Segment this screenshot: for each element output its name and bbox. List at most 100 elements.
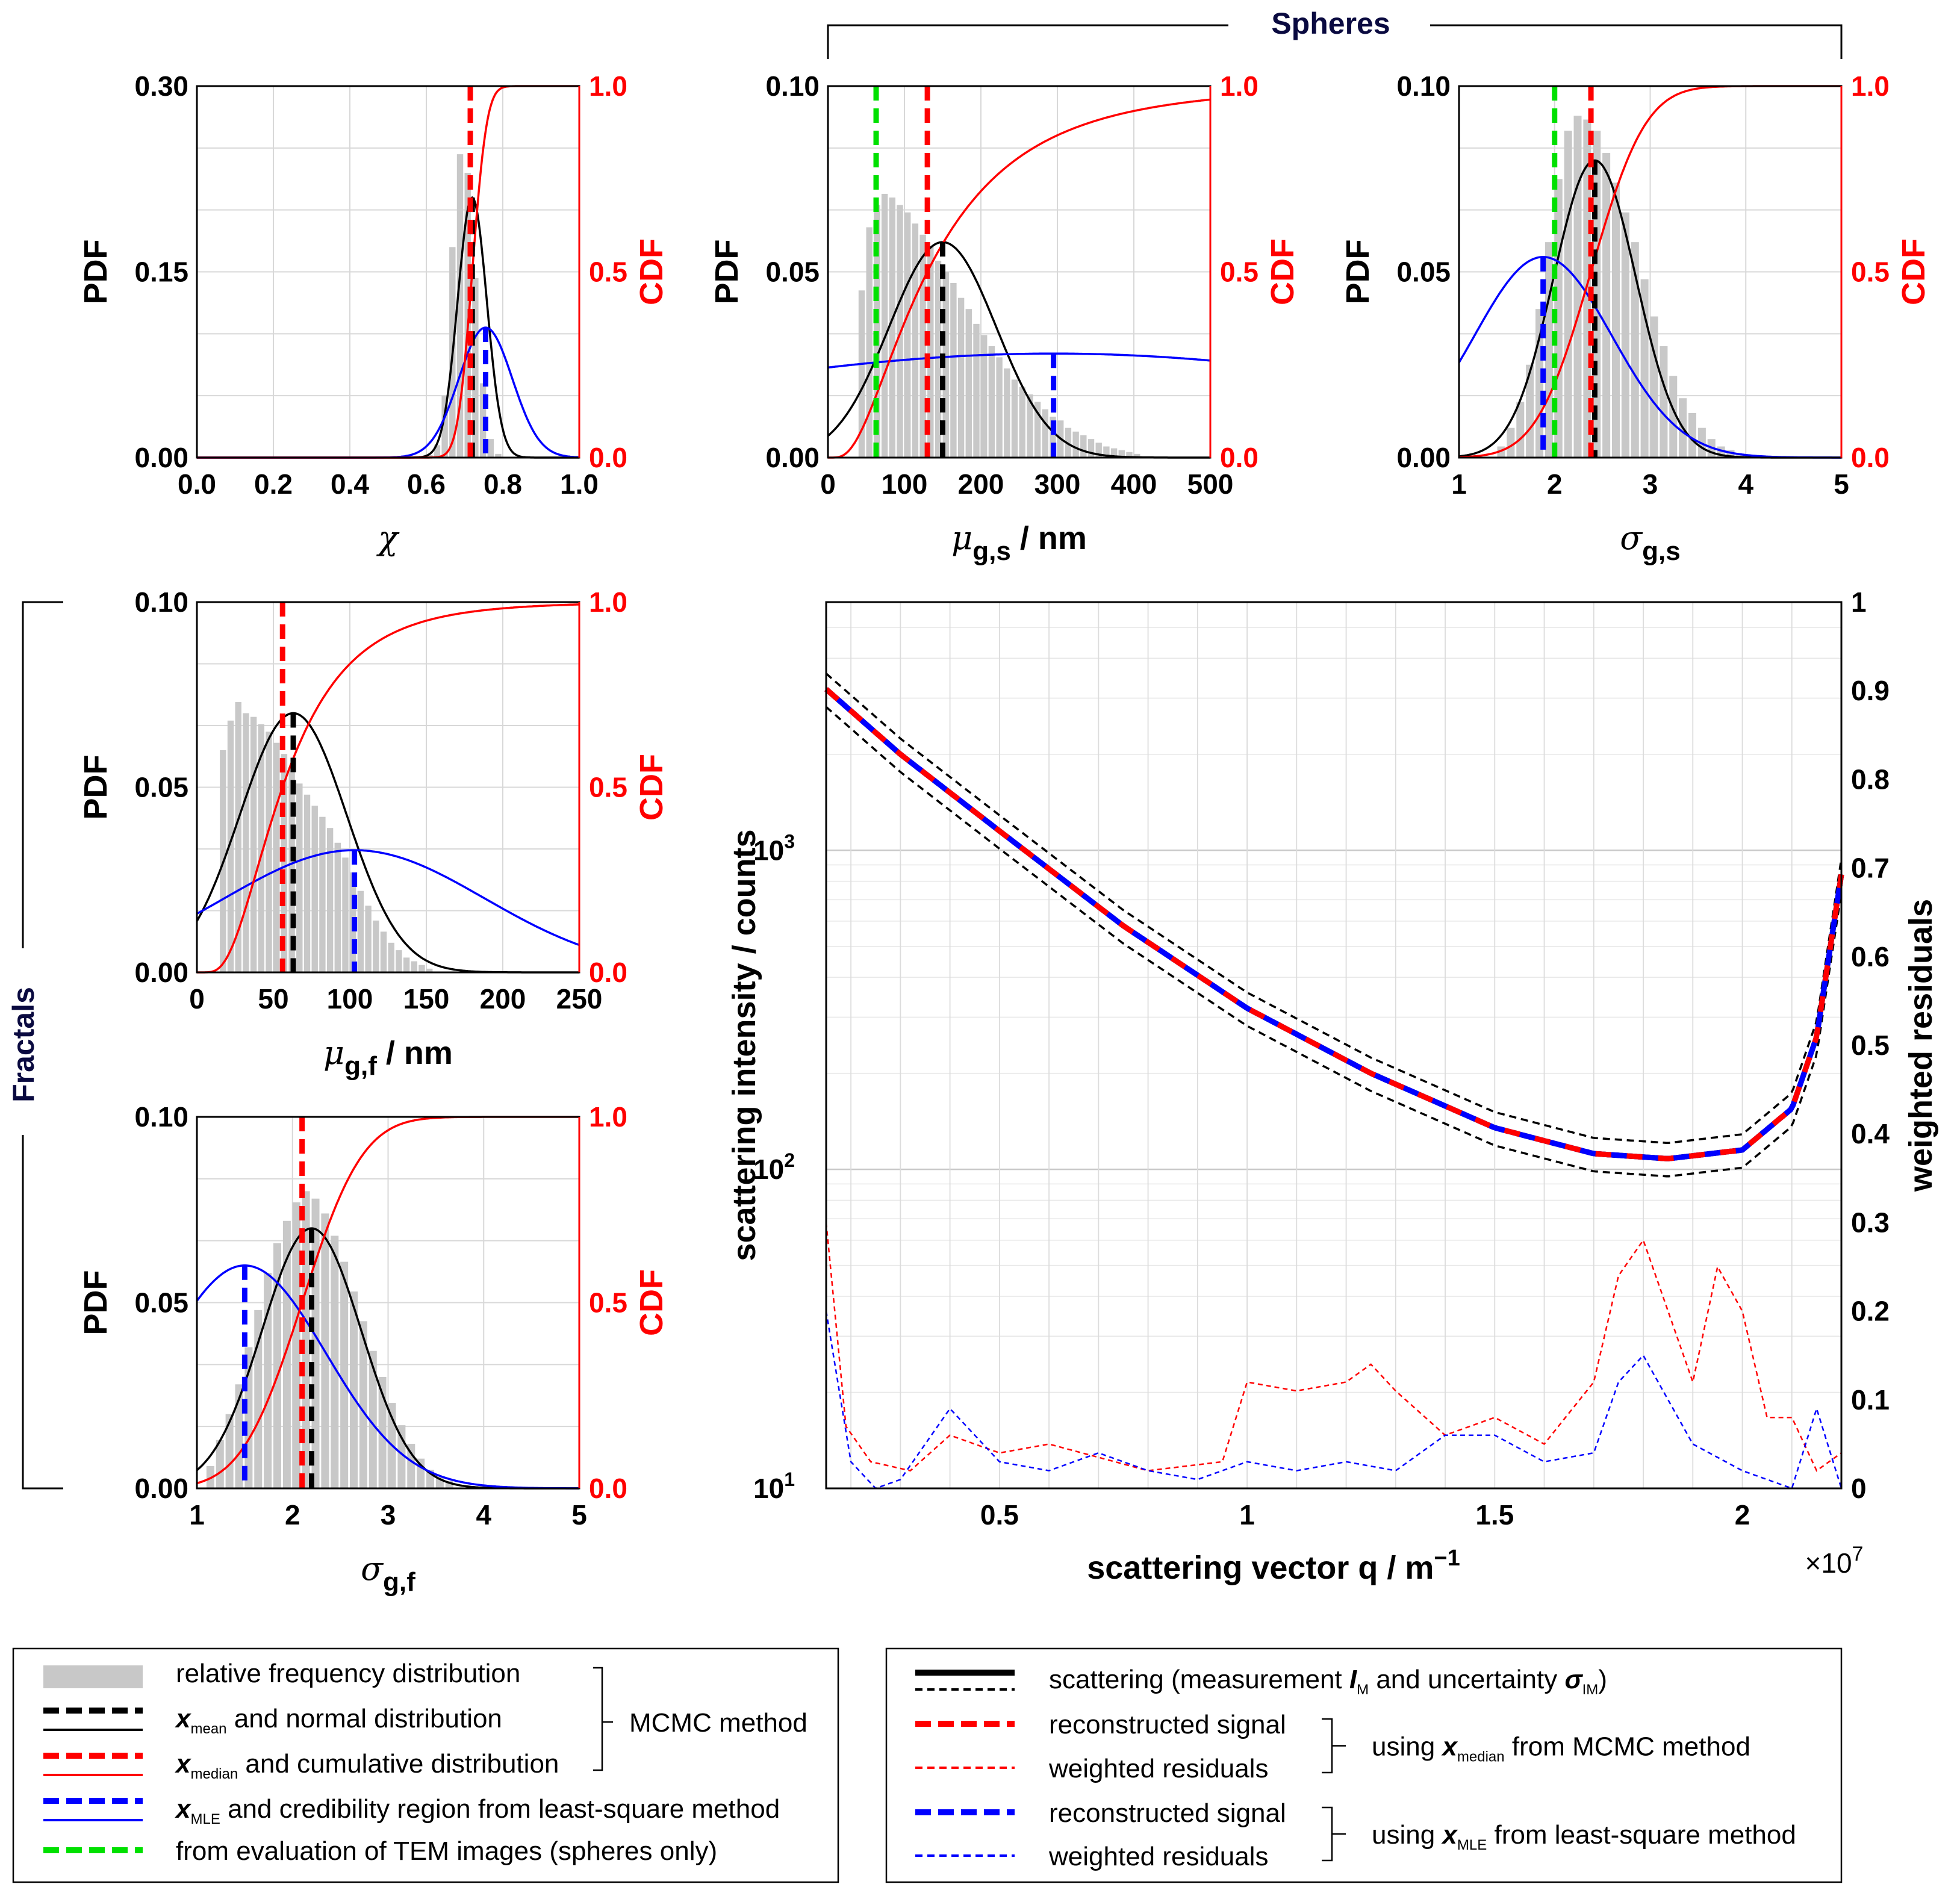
- legend-right-item: reconstructed signal: [1049, 1710, 1286, 1739]
- y-tick-label: 0.10: [765, 70, 820, 102]
- legend-text: reconstructed signal: [1049, 1710, 1286, 1739]
- histogram-bar: [912, 223, 919, 458]
- histogram-bar: [487, 439, 494, 458]
- histogram-bar: [441, 396, 448, 458]
- histogram-bar: [357, 890, 364, 972]
- x-axis-label-unit: / nm: [377, 1035, 453, 1071]
- x-tick-label: 200: [958, 468, 1004, 500]
- histogram-bar: [369, 1350, 377, 1488]
- x-axis-label: scattering vector q / m−1: [1087, 1546, 1460, 1586]
- histogram-bar: [365, 906, 372, 972]
- histogram-bar: [258, 724, 265, 972]
- x-axis-label-symbol: μ: [323, 1034, 344, 1072]
- y2-tick-label: 0.0: [1851, 442, 1890, 473]
- spheres-group-bracket: Spheres: [827, 7, 1843, 59]
- histogram-bar: [1507, 427, 1515, 458]
- x-tick-label: 4: [476, 1499, 491, 1531]
- histogram-bar: [1134, 453, 1140, 458]
- legend-text: weighted residuals: [1048, 1842, 1268, 1871]
- y-tick-label: 0.05: [765, 256, 820, 288]
- y2-tick-label: 0.5: [1851, 256, 1890, 288]
- histogram-bar: [426, 455, 433, 458]
- legend-left-bracket-label: MCMC method: [629, 1708, 807, 1738]
- y2-tick-label: 0.0: [589, 442, 627, 473]
- histogram: [220, 702, 433, 972]
- histogram-bar: [264, 1273, 272, 1488]
- x-tick-label: 3: [1643, 468, 1658, 500]
- plot-frame: [825, 601, 1843, 1490]
- histogram-bar: [1110, 448, 1118, 458]
- histogram-bar: [942, 272, 949, 458]
- histogram-bar: [927, 246, 934, 458]
- x-tick-label: 0.0: [178, 468, 216, 500]
- histogram-bar: [216, 1440, 224, 1488]
- histogram-bar: [1688, 412, 1697, 458]
- x-axis-label-symbol: μ: [951, 519, 972, 557]
- legend-subscript: MLE: [190, 1811, 220, 1827]
- histogram-bar: [1095, 443, 1102, 458]
- y2-tick-label: 0.4: [1851, 1118, 1890, 1149]
- histogram-bar: [282, 1220, 291, 1488]
- y-tick-label: 0.00: [134, 442, 188, 473]
- x-tick-label: 1: [1451, 468, 1467, 500]
- histogram-bar: [1660, 346, 1668, 458]
- histogram-bar: [1011, 379, 1018, 458]
- histogram-bar: [1736, 453, 1744, 458]
- legend-subscript: median: [1457, 1749, 1505, 1765]
- x-tick-label: 100: [327, 983, 373, 1015]
- y2-tick-label: 0.1: [1851, 1384, 1890, 1416]
- histogram-bar: [881, 193, 888, 458]
- y-tick-label: 0.10: [134, 1101, 188, 1133]
- panel-sigma_gs: 1 2 3 4 5 0.00 0.05 0.10 0.0 0.5 1.0 PDF CDF σg,s: [1340, 70, 1932, 566]
- y2-tick-label: 0.5: [589, 256, 627, 288]
- y2-tick-label: 1.0: [1851, 70, 1890, 102]
- histogram-bar: [340, 1261, 349, 1488]
- y2-axis-label: CDF: [633, 1269, 670, 1336]
- y-tick-label: 0.00: [134, 1473, 188, 1504]
- x-tick-label: 100: [882, 468, 928, 500]
- panel-chi: 0.0 0.2 0.4 0.6 0.8 1.0 0.00 0.15 0.30 0.0 0.5 1.0 P…: [78, 70, 670, 557]
- y2-tick-label: 0: [1851, 1473, 1867, 1504]
- panel-scattering: 0.5 1 1.5 210110210300.10.20.30.40.50.60.70…: [726, 586, 1939, 1586]
- legend-text: reconstructed signal: [1049, 1798, 1286, 1828]
- histogram-bar: [988, 346, 995, 458]
- y-axis-label: PDF: [709, 240, 745, 305]
- histogram-bar: [227, 720, 234, 972]
- legend-right-item: scattering (measurement IM and uncertain…: [1049, 1665, 1607, 1698]
- x-tick-label: 500: [1187, 468, 1234, 500]
- x-tick-label: 0.8: [484, 468, 522, 500]
- y2-axis-label: CDF: [1896, 238, 1932, 305]
- legend-symbol: x: [175, 1704, 191, 1733]
- x-axis-label-exponent: −1: [1434, 1546, 1460, 1571]
- histogram-bar: [1042, 409, 1049, 458]
- histogram-bar: [996, 357, 1003, 458]
- x-axis-label-symbol: σ: [361, 1550, 384, 1588]
- histogram-bar: [235, 702, 241, 972]
- fractals-group-label: Fractals: [7, 987, 40, 1102]
- y-tick-label: 0.10: [1396, 70, 1451, 102]
- histogram-bar: [266, 732, 272, 972]
- histogram-bar: [296, 783, 303, 972]
- histogram-bar: [1669, 376, 1678, 458]
- x-tick-label: 5: [571, 1499, 587, 1531]
- histogram-bar: [331, 1235, 339, 1488]
- legend-text: and credibility region from least-square…: [220, 1794, 780, 1824]
- histogram-bar: [273, 1243, 282, 1488]
- y2-tick-label: 0.9: [1851, 675, 1890, 706]
- legend-text: ): [1598, 1665, 1607, 1694]
- uncertainty-lower-line: [825, 706, 1843, 1178]
- histogram-bar: [281, 754, 288, 972]
- x-axis-multiplier: ×107: [1805, 1543, 1864, 1579]
- legend-symbol: x: [175, 1749, 191, 1779]
- histogram-bar: [889, 197, 896, 458]
- histogram-bar: [1650, 316, 1658, 458]
- histogram-bar: [426, 968, 433, 972]
- y-tick-label: 101: [753, 1469, 795, 1504]
- y2-tick-label: 0.0: [1220, 442, 1258, 473]
- histogram-bar: [342, 857, 349, 972]
- y-axis-label: scattering intensity / counts: [726, 829, 762, 1261]
- y2-tick-label: 0.5: [589, 772, 627, 803]
- histogram-bar: [1050, 417, 1056, 458]
- histogram-bar: [319, 816, 326, 972]
- x-tick-label: 2: [1547, 468, 1563, 500]
